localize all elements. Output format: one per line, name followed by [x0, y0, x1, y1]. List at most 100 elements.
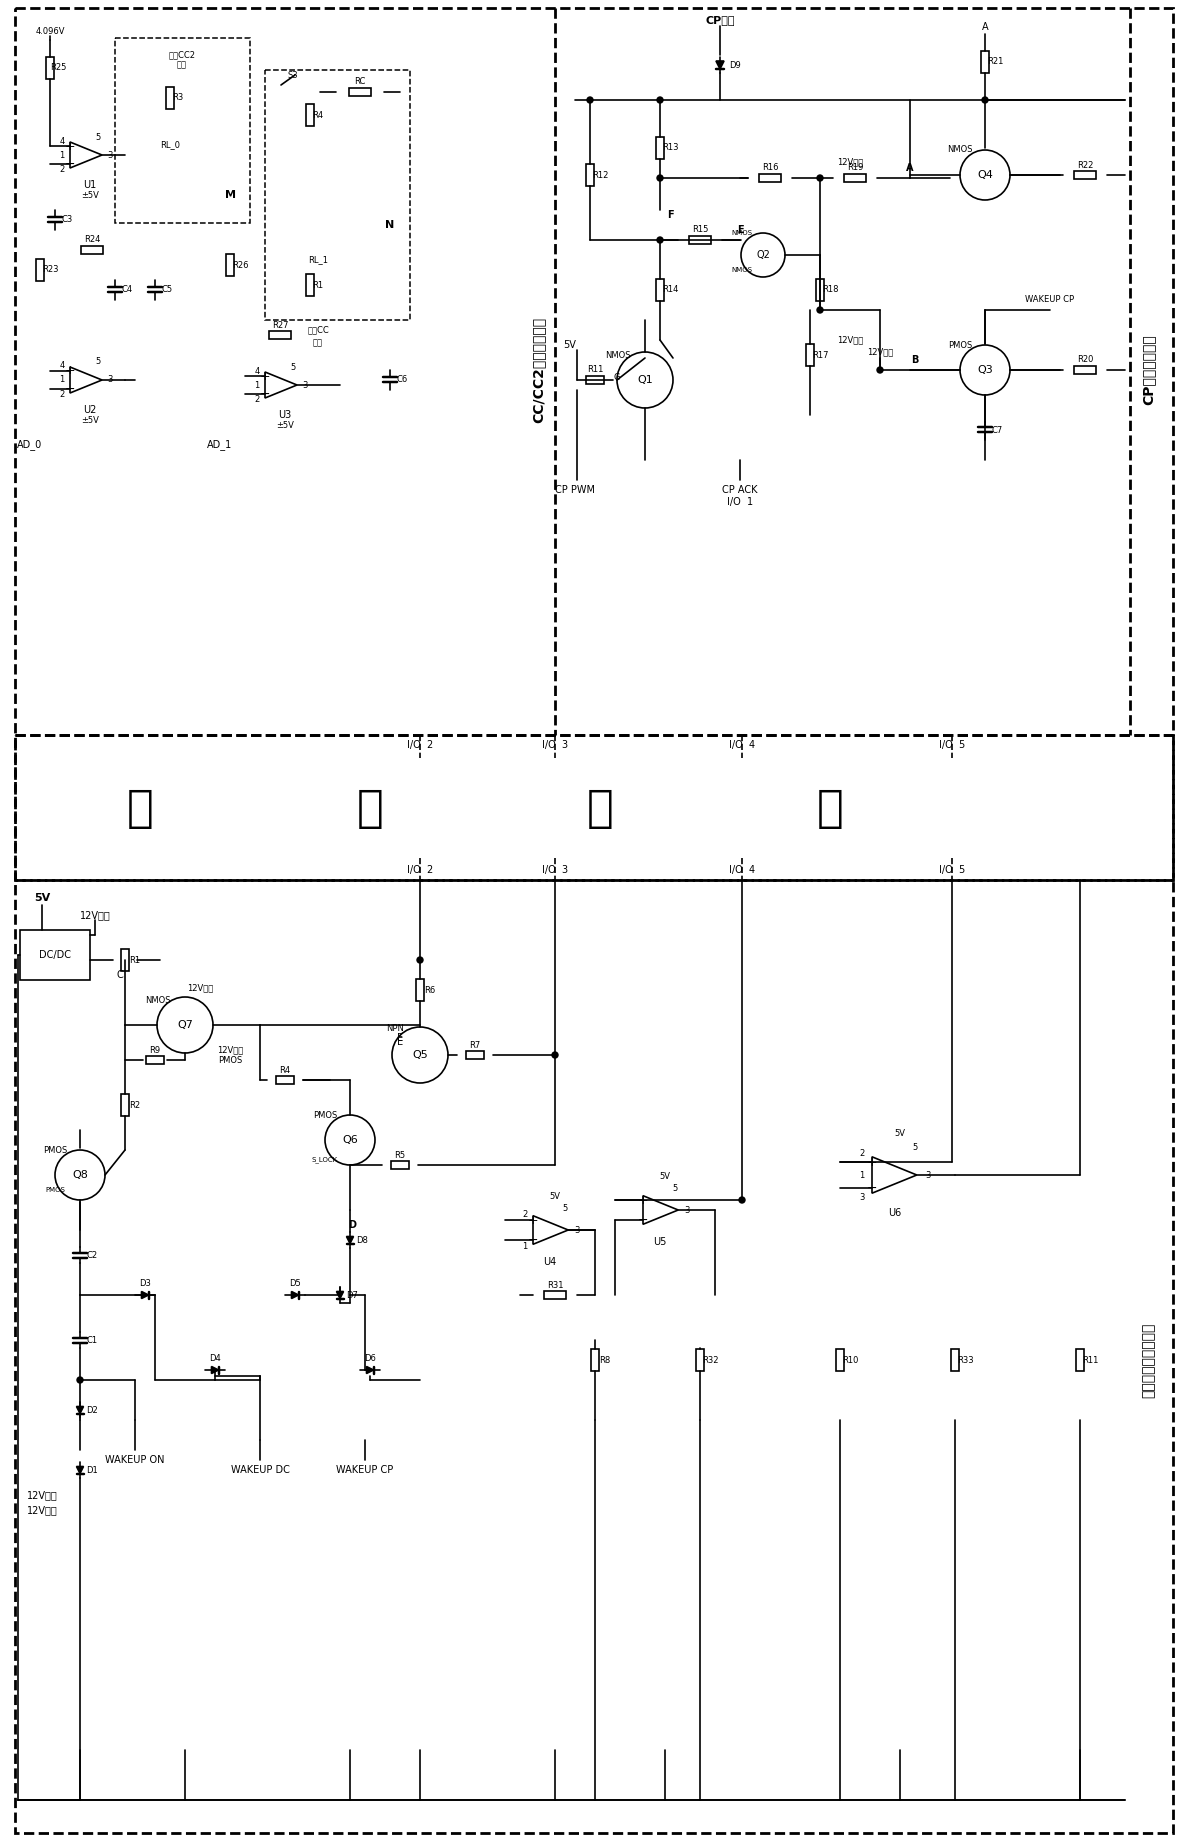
Text: PMOS: PMOS	[948, 341, 972, 350]
Text: 5: 5	[913, 1142, 918, 1151]
Text: 检测: 检测	[177, 61, 188, 70]
Bar	[121, 949, 129, 971]
Text: R13: R13	[661, 144, 678, 153]
Polygon shape	[292, 1291, 298, 1299]
Text: I/O  2: I/O 2	[407, 866, 433, 875]
Text: R12: R12	[592, 171, 608, 179]
Text: AD_1: AD_1	[208, 440, 233, 451]
Polygon shape	[336, 1291, 343, 1299]
Text: U4: U4	[544, 1256, 557, 1267]
Polygon shape	[76, 1407, 83, 1413]
Text: S3: S3	[287, 70, 298, 79]
Circle shape	[588, 98, 594, 103]
Text: D3: D3	[139, 1278, 151, 1288]
Bar	[121, 1094, 129, 1116]
Text: R22: R22	[1077, 160, 1093, 169]
Text: RL_0: RL_0	[160, 140, 180, 149]
Text: −: −	[260, 387, 271, 400]
Bar	[265, 70, 410, 321]
Text: I/O  4: I/O 4	[729, 740, 755, 750]
Circle shape	[982, 98, 988, 103]
Bar	[391, 1160, 410, 1170]
Text: 12V常火: 12V常火	[26, 1505, 57, 1514]
Text: R7: R7	[469, 1041, 481, 1050]
Bar	[415, 978, 424, 1000]
Polygon shape	[265, 372, 297, 398]
Text: R1: R1	[129, 956, 140, 965]
Text: U3: U3	[279, 411, 292, 420]
Bar	[836, 1348, 844, 1370]
Text: R1: R1	[312, 280, 324, 289]
Text: Q6: Q6	[342, 1135, 357, 1146]
Text: R2: R2	[129, 1100, 140, 1109]
Text: WAKEUP DC: WAKEUP DC	[230, 1464, 290, 1475]
Polygon shape	[716, 61, 724, 68]
Text: 5: 5	[672, 1184, 678, 1192]
Circle shape	[617, 352, 673, 407]
Text: R27: R27	[272, 321, 288, 330]
Polygon shape	[70, 367, 102, 392]
Text: 交流CC: 交流CC	[307, 326, 329, 335]
Text: R11: R11	[1081, 1356, 1098, 1365]
Text: I/O  5: I/O 5	[939, 740, 965, 750]
Circle shape	[552, 1052, 558, 1057]
Text: C6: C6	[396, 376, 407, 385]
Text: C3: C3	[62, 216, 72, 225]
Bar	[269, 332, 291, 339]
Text: RL_1: RL_1	[307, 256, 328, 265]
Text: 1: 1	[859, 1170, 864, 1179]
Text: PMOS: PMOS	[218, 1055, 242, 1065]
Text: R4: R4	[312, 111, 324, 120]
Text: C2: C2	[87, 1251, 97, 1260]
Text: E: E	[396, 1033, 404, 1043]
Text: 5: 5	[95, 357, 101, 367]
Text: I/O  3: I/O 3	[542, 866, 569, 875]
Text: NMOS: NMOS	[947, 146, 973, 155]
Text: I/O  3: I/O 3	[542, 740, 569, 750]
Text: CP PWM: CP PWM	[556, 484, 595, 495]
Text: +: +	[64, 140, 75, 153]
Bar	[20, 930, 90, 980]
Circle shape	[741, 232, 785, 276]
Text: C1: C1	[87, 1335, 97, 1345]
Text: B: B	[912, 356, 919, 365]
Text: 5V: 5V	[564, 341, 577, 350]
Bar	[226, 254, 234, 276]
Text: +: +	[64, 365, 75, 378]
Polygon shape	[533, 1216, 569, 1245]
Text: R23: R23	[42, 265, 58, 274]
Text: R25: R25	[50, 63, 66, 72]
Text: Q7: Q7	[177, 1020, 193, 1030]
Text: 4.096V: 4.096V	[36, 28, 65, 37]
Text: 1: 1	[254, 381, 260, 389]
Circle shape	[960, 344, 1010, 394]
Bar	[806, 344, 814, 367]
Text: 12V常火: 12V常火	[837, 158, 863, 166]
Text: NMOS: NMOS	[145, 995, 171, 1004]
Text: NMOS: NMOS	[731, 230, 753, 236]
Text: WAKEUP CP: WAKEUP CP	[1026, 295, 1074, 304]
Circle shape	[392, 1028, 447, 1083]
Polygon shape	[70, 142, 102, 168]
Polygon shape	[367, 1367, 374, 1374]
Text: ±5V: ±5V	[81, 190, 99, 199]
Polygon shape	[141, 1291, 148, 1299]
Text: 1: 1	[522, 1242, 528, 1251]
Text: NPN: NPN	[386, 1024, 404, 1033]
Text: 3: 3	[303, 381, 307, 389]
Text: −: −	[867, 1181, 877, 1194]
Text: 5: 5	[291, 363, 296, 372]
Text: I/O  2: I/O 2	[407, 740, 433, 750]
Circle shape	[656, 175, 664, 181]
Text: −: −	[528, 1234, 538, 1247]
Bar	[1074, 367, 1096, 374]
Bar	[466, 1052, 484, 1059]
Text: D: D	[348, 1219, 356, 1230]
Text: 2: 2	[59, 389, 64, 398]
Text: E: E	[396, 1037, 404, 1046]
Text: A: A	[906, 162, 914, 173]
Circle shape	[817, 308, 823, 313]
Text: WAKEUP ON: WAKEUP ON	[106, 1455, 165, 1464]
Text: F: F	[667, 210, 673, 219]
Circle shape	[417, 958, 423, 963]
